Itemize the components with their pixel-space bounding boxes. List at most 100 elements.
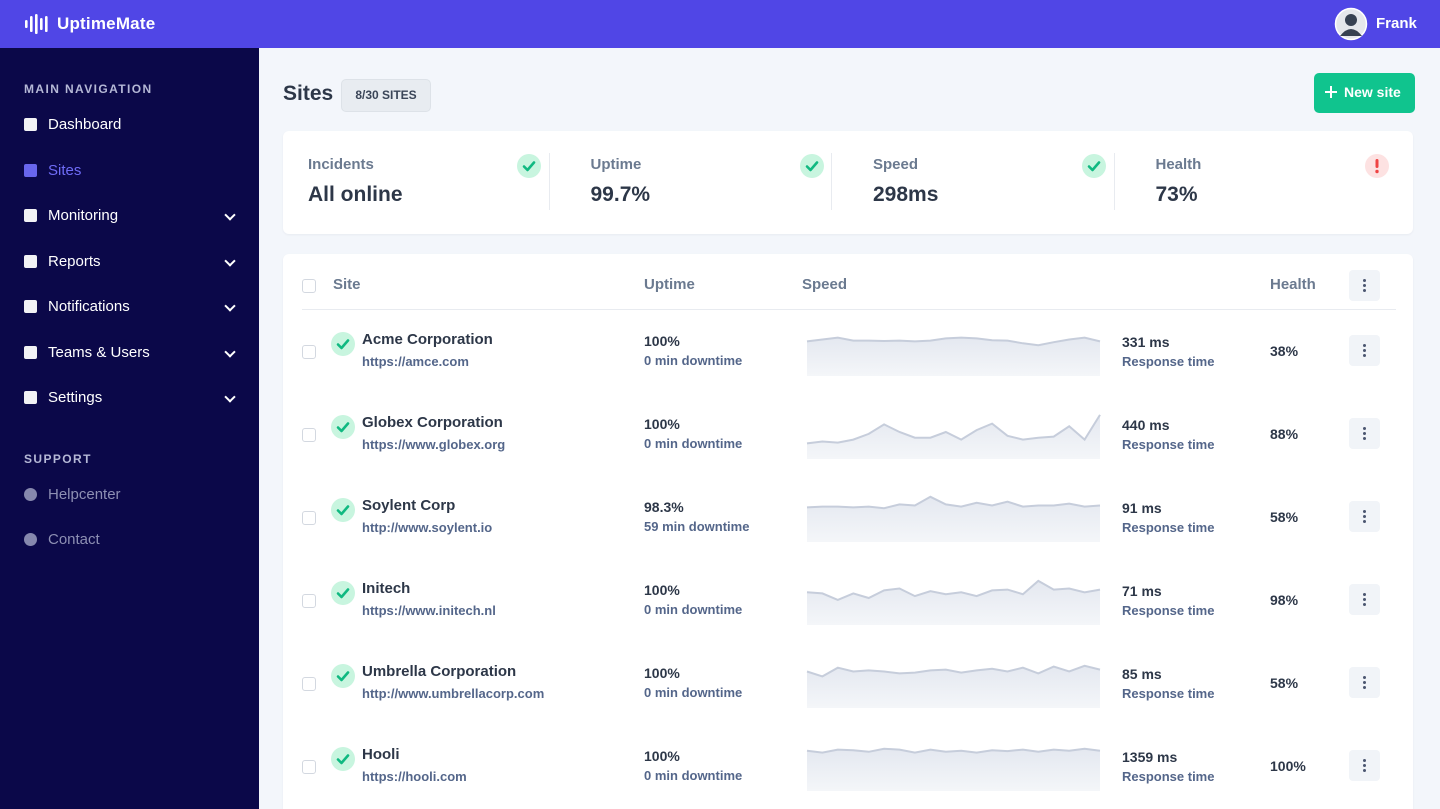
brand: UptimeMate bbox=[57, 14, 156, 33]
site-name[interactable]: Hooli bbox=[362, 746, 400, 763]
speed: 1359 ms bbox=[1122, 749, 1178, 765]
kebab-button[interactable] bbox=[1349, 418, 1380, 449]
sparkline-fill bbox=[807, 580, 1100, 625]
site-url[interactable]: https://www.globex.org bbox=[362, 437, 506, 452]
speed: 91 ms bbox=[1122, 500, 1162, 516]
site-name[interactable]: Umbrella Corporation bbox=[362, 663, 517, 680]
header-checkbox[interactable] bbox=[302, 279, 316, 293]
avatar-body bbox=[1340, 29, 1362, 36]
downtime: 0 min downtime bbox=[644, 353, 743, 368]
downtime: 59 min downtime bbox=[644, 519, 750, 534]
stat-label: Speed bbox=[873, 156, 919, 173]
kebab-button[interactable] bbox=[1349, 501, 1380, 532]
nav-item[interactable]: Dashboard bbox=[48, 116, 122, 133]
sparkline bbox=[806, 664, 1101, 708]
kebab-button[interactable] bbox=[1349, 270, 1380, 301]
sparkline bbox=[806, 747, 1101, 791]
row-checkbox[interactable] bbox=[302, 594, 316, 608]
row-checkbox[interactable] bbox=[302, 760, 316, 774]
user-name[interactable]: Frank bbox=[1376, 15, 1417, 32]
status-icon bbox=[331, 332, 355, 356]
icon-mark bbox=[336, 339, 350, 350]
status-icon bbox=[799, 154, 824, 178]
badge: 8/30 SITES bbox=[355, 88, 417, 102]
site-name[interactable]: Initech bbox=[362, 580, 411, 597]
nav-icon-shape bbox=[24, 209, 37, 222]
downtime: 0 min downtime bbox=[644, 768, 743, 783]
site-url[interactable]: https://amce.com bbox=[362, 354, 469, 369]
nav-item[interactable]: Reports bbox=[48, 252, 101, 270]
nav-item[interactable]: Monitoring bbox=[48, 207, 119, 224]
site-url[interactable]: http://www.umbrellacorp.com bbox=[362, 686, 545, 701]
sparkline-fill bbox=[807, 414, 1100, 459]
kebab-button[interactable] bbox=[1349, 667, 1380, 698]
icon-mark bbox=[1374, 169, 1379, 174]
uptime: 100% bbox=[644, 582, 680, 598]
site-url[interactable]: http://www.soylent.io bbox=[362, 520, 493, 535]
sparkline-line bbox=[806, 336, 1101, 347]
row-checkbox[interactable] bbox=[302, 677, 316, 691]
column-header: Uptime bbox=[644, 276, 695, 293]
avatar bbox=[1334, 7, 1368, 41]
new-site-label[interactable]: New site bbox=[1344, 84, 1401, 100]
stat-value: 73% bbox=[1155, 183, 1198, 206]
stat-label: Health bbox=[1155, 156, 1202, 173]
column-header: Health bbox=[1270, 276, 1316, 293]
site-name[interactable]: Soylent Corp bbox=[362, 497, 456, 514]
row-checkbox[interactable] bbox=[302, 511, 316, 525]
logo-bar bbox=[35, 14, 38, 34]
icon-bg bbox=[331, 332, 355, 356]
badge-bg bbox=[341, 79, 431, 112]
site-url[interactable]: https://www.initech.nl bbox=[362, 603, 496, 618]
nav-item[interactable]: Teams & Users bbox=[48, 343, 150, 361]
stat-value: All online bbox=[308, 183, 403, 206]
nav-item[interactable]: Settings bbox=[48, 389, 103, 406]
icon-mark bbox=[1375, 159, 1378, 168]
kebab-button[interactable] bbox=[1349, 335, 1380, 366]
nav-icon bbox=[24, 163, 37, 177]
icon-bg bbox=[517, 154, 541, 178]
speed: 440 ms bbox=[1122, 417, 1170, 433]
column-header: Site bbox=[333, 276, 361, 293]
stat-label: Uptime bbox=[590, 156, 642, 173]
icon-mark bbox=[805, 161, 818, 172]
sparkline-line bbox=[806, 414, 1101, 445]
nav-item[interactable]: Helpcenter bbox=[48, 485, 121, 503]
icon-mark bbox=[522, 161, 536, 172]
row-checkbox[interactable] bbox=[302, 345, 316, 359]
nav-icon bbox=[24, 345, 37, 359]
status-icon bbox=[331, 581, 355, 605]
logo-bar bbox=[40, 18, 43, 30]
nav-icon-shape bbox=[24, 118, 37, 131]
status-icon bbox=[331, 664, 355, 688]
nav-item[interactable]: Contact bbox=[48, 531, 100, 548]
health: 38% bbox=[1270, 343, 1299, 359]
sparkline bbox=[806, 495, 1101, 542]
kebab-button[interactable] bbox=[1349, 584, 1380, 615]
speed-note: Response time bbox=[1122, 354, 1215, 369]
nav-item[interactable]: Notifications bbox=[48, 298, 130, 315]
nav-icon-shape bbox=[24, 254, 37, 268]
icon-bg bbox=[331, 498, 355, 522]
downtime: 0 min downtime bbox=[644, 602, 743, 617]
icon-bg bbox=[331, 664, 355, 688]
site-url[interactable]: https://hooli.com bbox=[362, 769, 467, 784]
sparkline-line bbox=[806, 495, 1101, 510]
icon-mark bbox=[336, 505, 350, 516]
top-bar bbox=[0, 0, 1440, 48]
health: 88% bbox=[1270, 426, 1299, 442]
row-checkbox[interactable] bbox=[302, 428, 316, 442]
site-name[interactable]: Acme Corporation bbox=[362, 331, 493, 348]
kebab-button[interactable] bbox=[1349, 750, 1380, 781]
sparkline-fill bbox=[807, 748, 1100, 791]
logo-bar bbox=[30, 16, 33, 32]
nav-icon-shape bbox=[24, 391, 37, 404]
health: 98% bbox=[1270, 592, 1299, 608]
sparkline-fill bbox=[807, 496, 1100, 542]
header-rule bbox=[302, 309, 1396, 310]
logo-bar bbox=[25, 20, 28, 28]
site-name[interactable]: Globex Corporation bbox=[362, 414, 503, 431]
nav-item[interactable]: Sites bbox=[48, 161, 82, 179]
sparkline bbox=[806, 414, 1101, 459]
